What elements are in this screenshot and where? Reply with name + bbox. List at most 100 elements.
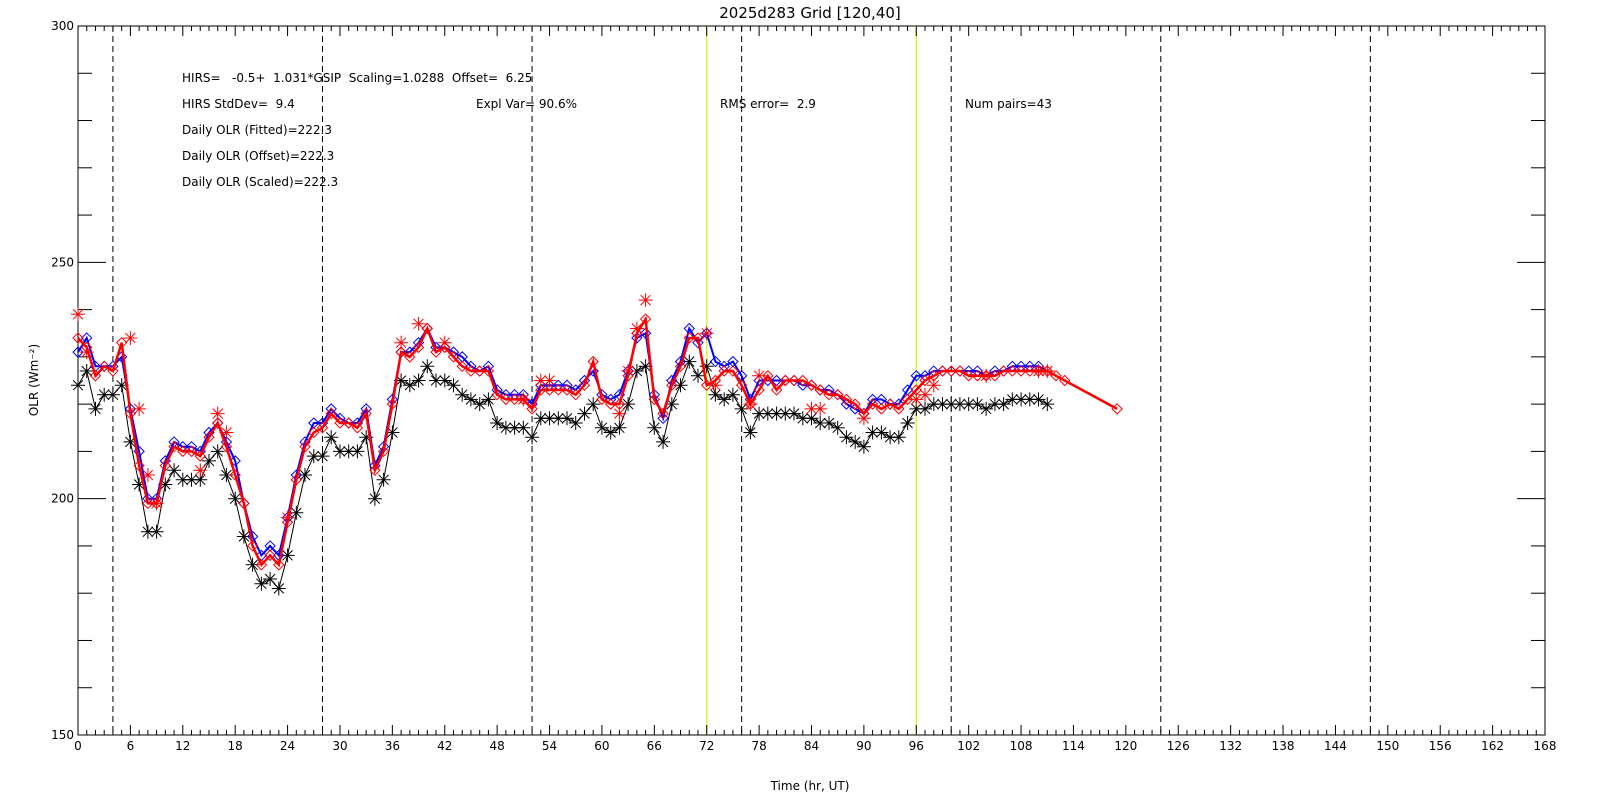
hirs-point	[158, 477, 173, 492]
hirs-point	[813, 416, 828, 430]
x-tick-label: 96	[909, 739, 924, 753]
offset-point	[752, 368, 767, 383]
x-tick-label: 42	[437, 739, 452, 753]
scaled-point	[997, 365, 1010, 377]
hirs-point	[787, 406, 801, 421]
hirs-point	[254, 576, 269, 591]
hirs-point	[839, 430, 854, 445]
scaled-point	[901, 393, 914, 406]
hirs-point	[682, 354, 697, 369]
hirs-point	[167, 463, 182, 478]
scaled-point	[316, 422, 329, 434]
scaled-point	[168, 440, 180, 453]
hirs-point	[394, 373, 409, 388]
y-axis-label: OLR (Wm⁻²)	[27, 344, 41, 416]
x-axis-label: Time (hr, UT)	[770, 779, 850, 793]
hirs-point	[560, 411, 574, 426]
scaled-point	[753, 384, 765, 396]
hirs-point	[708, 387, 723, 402]
hirs-point	[350, 444, 365, 459]
scaled-point	[674, 360, 687, 373]
scaled-point	[89, 370, 102, 382]
hirs-point	[140, 524, 155, 539]
hirs-point	[367, 491, 382, 506]
hirs-point	[315, 449, 330, 464]
scaled-point	[858, 407, 870, 420]
scaled-point	[456, 360, 468, 373]
x-tick-label: 144	[1324, 739, 1347, 753]
hirs-point	[245, 557, 260, 572]
fitted-point	[229, 455, 241, 467]
hirs-point	[883, 430, 898, 445]
hirs-point	[385, 425, 400, 440]
hirs-point	[1005, 392, 1020, 407]
hirs-point	[402, 378, 417, 393]
hirs-point	[498, 420, 513, 435]
hirs-point	[664, 397, 679, 412]
hirs-point	[577, 406, 592, 421]
scaled-point	[1032, 365, 1045, 377]
scaled-point	[910, 384, 922, 396]
offset-point	[699, 326, 714, 341]
fitted-point	[692, 336, 704, 349]
hirs-point	[935, 397, 950, 412]
hirs-point	[228, 491, 243, 506]
hirs-point	[123, 434, 138, 449]
stddev-annotation: HIRS StdDev= 9.4	[182, 97, 295, 111]
fitted-line	[77, 325, 1048, 558]
x-tick-label: 120	[1114, 739, 1137, 753]
scaled-point	[273, 559, 285, 571]
x-tick-label: 24	[280, 739, 295, 753]
offset-point	[123, 331, 138, 345]
hirs-point	[236, 529, 251, 544]
scaled-point	[447, 351, 460, 363]
scaled-line	[77, 315, 1118, 568]
scaled-point	[325, 407, 337, 420]
hirs-point	[612, 420, 627, 435]
daily-fitted-annotation: Daily OLR (Fitted)=222.3	[182, 123, 332, 137]
hirs-point	[987, 397, 1002, 412]
scaled-point	[229, 469, 241, 481]
hirs-point	[551, 411, 566, 426]
hirs-point	[420, 359, 435, 374]
hirs-point	[822, 416, 836, 430]
fitted-point	[72, 346, 84, 358]
offset-point	[918, 387, 932, 402]
rms-annotation: RMS error= 2.9	[720, 97, 816, 111]
hirs-point	[1040, 397, 1055, 412]
scaled-point	[718, 365, 730, 377]
hirs-point	[725, 387, 740, 402]
offset-point	[219, 425, 234, 440]
hirs-point	[193, 472, 208, 487]
daily-scaled-annotation: Daily OLR (Scaled)=222.3	[182, 175, 338, 189]
x-tick-label: 108	[1010, 739, 1033, 753]
scaled-point	[770, 384, 783, 396]
x-tick-label: 6	[127, 739, 135, 753]
scaled-point	[648, 393, 661, 406]
x-tick-label: 18	[228, 739, 243, 753]
x-tick-label: 132	[1219, 739, 1242, 753]
x-tick-label: 48	[490, 739, 505, 753]
hirs-point	[306, 449, 321, 464]
scaled-point	[439, 341, 451, 354]
scaled-point	[1006, 365, 1019, 377]
hirs-point	[900, 416, 915, 430]
hirs-point	[909, 401, 924, 416]
scaled-point	[1015, 365, 1027, 377]
scaled-point	[709, 374, 722, 387]
scaled-point	[72, 332, 84, 344]
hirs-point	[944, 397, 959, 412]
hirs-point	[874, 425, 889, 440]
hirs-point	[298, 468, 312, 482]
hirs-point	[734, 401, 749, 416]
fitted-point	[657, 412, 669, 425]
hirs-point	[926, 397, 941, 412]
scaled-point	[561, 384, 573, 396]
scaled-point	[508, 393, 521, 406]
scaled-point	[735, 379, 748, 391]
x-tick-label: 0	[74, 739, 82, 753]
hirs-point	[996, 397, 1011, 412]
scaled-point	[1041, 365, 1053, 377]
hirs-point	[699, 359, 714, 374]
